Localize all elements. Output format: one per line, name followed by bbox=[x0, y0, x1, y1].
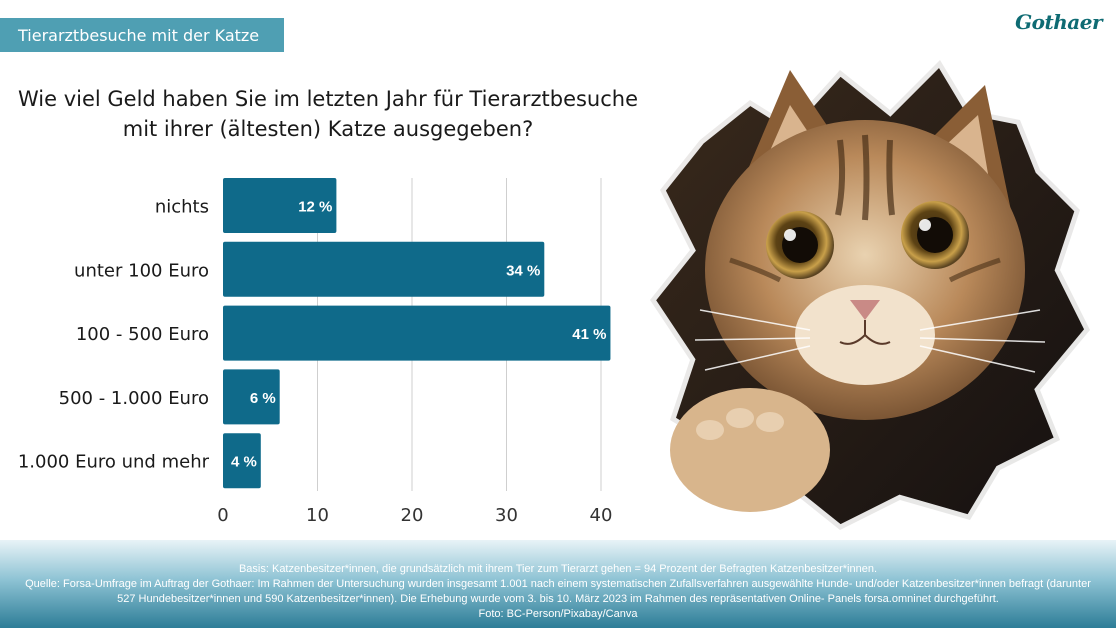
topic-tag: Tierarztbesuche mit der Katze bbox=[0, 18, 284, 52]
bar-2 bbox=[223, 305, 611, 361]
data-label-1: 34 % bbox=[506, 262, 540, 279]
chart-question: Wie viel Geld haben Sie im letzten Jahr … bbox=[17, 87, 639, 141]
bar-1 bbox=[223, 241, 545, 297]
cat-paw bbox=[670, 388, 830, 512]
category-label-3: 500 - 1.000 Euro bbox=[59, 388, 209, 409]
footer-photo-credit: Foto: BC-Person/Pixabay/Canva bbox=[478, 608, 638, 620]
category-label-1: unter 100 Euro bbox=[74, 260, 209, 281]
x-tick-label-20: 20 bbox=[401, 505, 424, 525]
cat-nose bbox=[850, 300, 880, 320]
footer-basis: Basis: Katzenbesitzer*innen, die grundsä… bbox=[238, 563, 878, 575]
x-tick-label-10: 10 bbox=[306, 505, 329, 525]
bar-3 bbox=[223, 369, 280, 425]
cat-head bbox=[705, 120, 1025, 420]
bar-4 bbox=[223, 433, 261, 489]
category-label-0: nichts bbox=[155, 197, 209, 218]
cat-photo bbox=[640, 30, 1100, 540]
data-label-4: 4 % bbox=[231, 454, 257, 471]
data-label-2: 41 % bbox=[572, 326, 606, 343]
x-tick-label-30: 30 bbox=[495, 505, 518, 525]
footer-source-notes: Basis: Katzenbesitzer*innen, die grundsä… bbox=[0, 540, 1116, 628]
category-label-4: 1.000 Euro und mehr bbox=[18, 452, 210, 473]
data-label-0: 12 % bbox=[298, 199, 332, 216]
footer-source-2: 527 Hundebesitzer*innen und 590 Katzenbe… bbox=[117, 593, 999, 605]
bar-0 bbox=[223, 178, 337, 233]
category-label-2: 100 - 500 Euro bbox=[76, 324, 209, 345]
footer-source-1: Quelle: Forsa-Umfrage im Auftrag der Got… bbox=[25, 578, 1091, 590]
x-tick-label-40: 40 bbox=[590, 505, 613, 525]
data-label-3: 6 % bbox=[250, 390, 276, 407]
gothaer-logo: Gothaer bbox=[1015, 10, 1102, 34]
x-tick-label-0: 0 bbox=[217, 505, 228, 525]
